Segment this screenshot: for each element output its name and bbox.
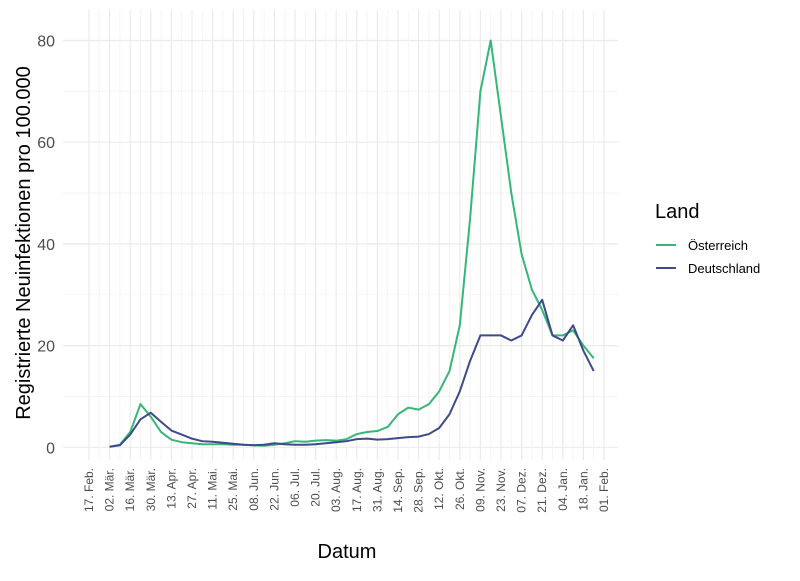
y-tick-label: 80 <box>37 34 55 51</box>
x-tick-label: 17. Feb. <box>82 468 96 512</box>
x-tick-label: 28. Sep. <box>412 468 426 513</box>
x-tick-label: 07. Dez. <box>515 468 529 513</box>
y-tick-label: 20 <box>37 339 55 356</box>
x-tick-label: 16. Mär. <box>123 468 137 511</box>
y-axis-title: Registrierte Neuinfektionen pro 100.000 <box>13 66 35 420</box>
x-tick-label: 20. Jul. <box>309 468 323 507</box>
x-tick-label: 14. Sep. <box>391 468 405 513</box>
x-tick-label: 03. Aug. <box>329 468 343 512</box>
legend-title: Land <box>655 201 700 223</box>
x-tick-label: 21. Dez. <box>535 468 549 513</box>
x-tick-label: 11. Mai. <box>206 468 220 510</box>
x-tick-label: 02. Mär. <box>103 468 117 511</box>
x-axis-title: Datum <box>318 541 377 563</box>
legend-label: Österreich <box>688 238 748 253</box>
x-tick-label: 12. Okt. <box>432 468 446 510</box>
x-tick-label: 08. Jun. <box>247 468 261 511</box>
x-tick-label: 13. Apr. <box>164 468 178 509</box>
x-tick-label: 01. Feb. <box>597 468 611 512</box>
x-tick-label: 31. Aug. <box>370 468 384 512</box>
x-tick-label: 23. Nov. <box>494 468 508 512</box>
x-tick-label: 30. Mär. <box>144 468 158 511</box>
legend-label: Deutschland <box>688 261 760 276</box>
x-tick-label: 25. Mai. <box>226 468 240 511</box>
y-tick-label: 60 <box>37 135 55 152</box>
x-tick-label: 17. Aug. <box>350 468 364 512</box>
x-tick-label: 27. Apr. <box>185 468 199 509</box>
x-tick-label: 26. Okt. <box>453 468 467 510</box>
y-tick-label: 0 <box>46 440 55 457</box>
series-line <box>109 39 595 448</box>
y-tick-label: 40 <box>37 237 55 254</box>
x-tick-label: 09. Nov. <box>473 468 487 512</box>
x-tick-label: 04. Jan. <box>556 468 570 511</box>
x-tick-label: 18. Jan. <box>576 468 590 511</box>
series-line <box>109 298 595 448</box>
x-tick-label: 06. Jul. <box>288 468 302 507</box>
x-tick-label: 22. Jun. <box>267 468 281 511</box>
